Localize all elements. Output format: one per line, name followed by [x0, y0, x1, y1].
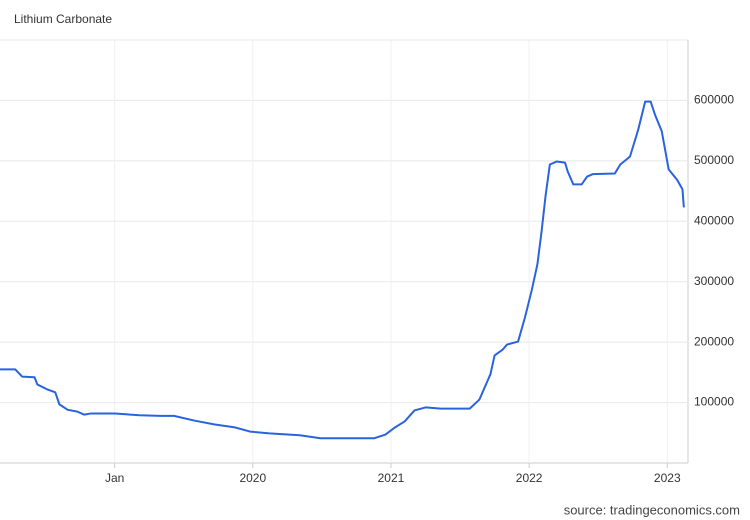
x-tick-label: 2022: [516, 471, 543, 485]
x-tick-label: 2021: [378, 471, 405, 485]
y-tick-label: 400000: [694, 213, 734, 227]
y-tick-label: 500000: [694, 153, 734, 167]
y-tick-label: 600000: [694, 93, 734, 107]
price-line: [0, 100, 685, 440]
chart-title: Lithium Carbonate: [14, 12, 112, 26]
y-tick-label: 200000: [694, 334, 734, 348]
source-note: source: tradingeconomics.com: [564, 502, 740, 517]
x-tick-label: 2020: [239, 471, 266, 485]
y-tick-label: 100000: [694, 395, 734, 409]
x-tick-label: 2023: [654, 471, 681, 485]
y-tick-label: 300000: [694, 274, 734, 288]
x-tick-label: Jan: [105, 471, 124, 485]
